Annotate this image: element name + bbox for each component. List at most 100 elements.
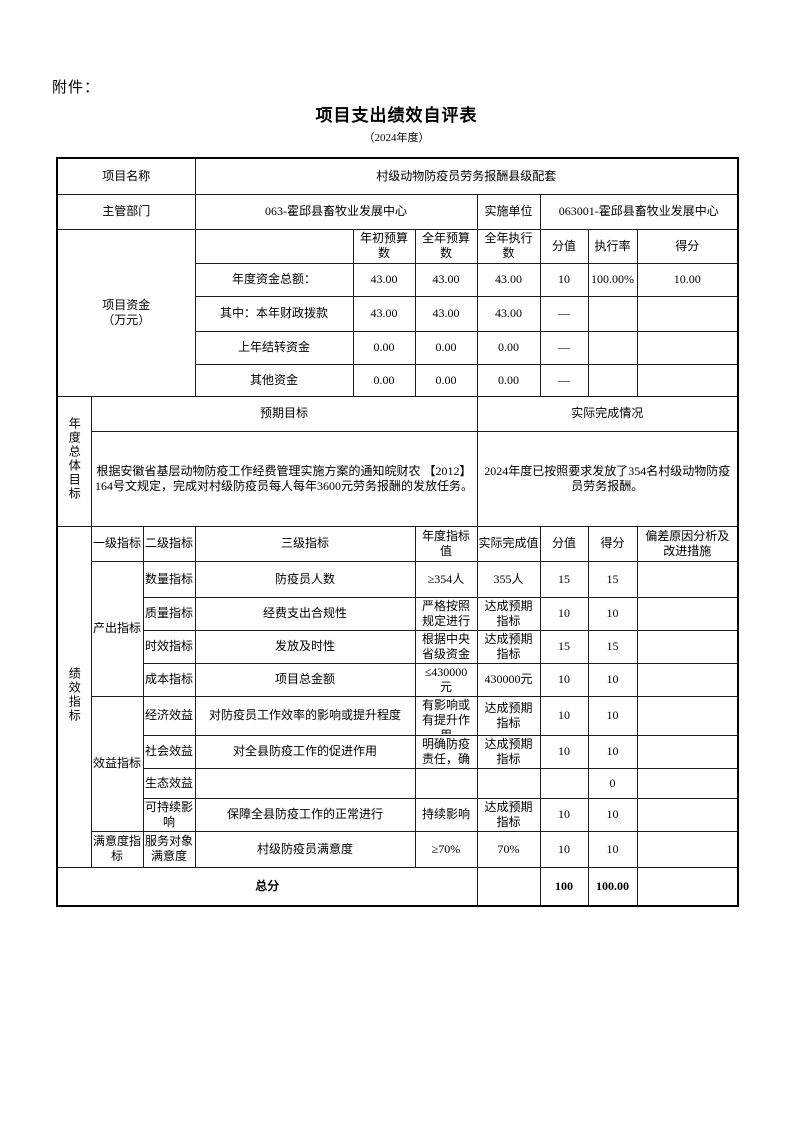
perf-deviation: [636, 662, 739, 697]
fund-initial-value: 0.00: [352, 330, 416, 365]
perf-actual: 达成预期 指标: [476, 797, 541, 832]
perf-col-target: 年度指标 值: [414, 525, 478, 562]
perf-level3: 经费支出合规性: [194, 596, 416, 631]
perf-col-actual: 实际完成值: [476, 525, 541, 562]
perf-score: 15: [587, 629, 638, 664]
unit-value: 063001-霍邱县畜牧业发展中心: [539, 193, 739, 230]
goals-expected-header: 预期目标: [90, 395, 478, 432]
perf-target: ≥70%: [414, 830, 478, 868]
perf-weight: 10: [539, 830, 589, 868]
perf-level3: 村级防疫员满意度: [194, 830, 416, 868]
total-score: 100.00: [587, 866, 638, 907]
fund-annual-value: 43.00: [414, 295, 478, 332]
perf-deviation: [636, 695, 739, 736]
goals-content-row: 根据安徽省基层动物防疫工作经费管理实施方案的通知皖财农 【2012】 164号文…: [57, 430, 739, 527]
fund-rate-value: 100.00%: [587, 262, 638, 297]
page-title: 项目支出绩效自评表: [315, 106, 478, 125]
fund-score-value: 10.00: [636, 262, 739, 297]
perf-score: 0: [587, 767, 638, 799]
perf-actual: 达成预期 指标: [476, 695, 541, 736]
fund-weight-value: 10: [539, 262, 589, 297]
perf-actual: 达成预期 指标: [476, 629, 541, 664]
perf-actual: 达成预期 指标: [476, 596, 541, 631]
perf-score: 15: [587, 560, 638, 598]
perf-col-deviation: 偏差原因分析及 改进措施: [636, 525, 739, 562]
perf-row-cost: 成本指标 项目总金额 ≤430000 元 430000元 10 10: [57, 662, 739, 697]
funds-section-label: 项目资金 （万元）: [56, 228, 196, 397]
perf-level3: [194, 767, 416, 799]
perf-score: 10: [587, 734, 638, 769]
perf-level2: 生态效益: [142, 767, 196, 799]
perf-target: 严格按照 规定进行: [414, 596, 478, 631]
goals-actual-text: 2024年度已按照要求发放了354名村级动物防疫 员劳务报酬。: [476, 430, 739, 527]
perf-row-quality: 质量指标 经费支出合规性 严格按照 规定进行 达成预期 指标 10 10: [57, 596, 739, 631]
fund-annual-value: 0.00: [414, 363, 478, 397]
perf-row-satisfaction: 满意度指 标 服务对象 满意度 村级防疫员满意度 ≥70% 70% 10 10: [57, 830, 739, 868]
perf-weight: [539, 767, 589, 799]
perf-level2: 服务对象 满意度: [142, 830, 196, 868]
fund-annual-value: 0.00: [414, 330, 478, 365]
funds-empty-header: [194, 228, 354, 264]
perf-score: 10: [587, 695, 638, 736]
funds-row-carryover: 上年结转资金 0.00 0.00 0.00 —: [57, 330, 739, 365]
goals-section-label-text: 年度总体目标: [67, 417, 82, 501]
fund-initial-value: 43.00: [352, 295, 416, 332]
perf-actual: 355人: [476, 560, 541, 598]
attachment-label: 附件：: [52, 80, 101, 96]
perf-level2: 数量指标: [142, 560, 196, 598]
perf-col-level1: 一级指标: [90, 525, 144, 562]
perf-level3: 对防疫员工作效率的影响或提升程度: [194, 695, 416, 736]
perf-row-sustain: 可持续影 响 保障全县防疫工作的正常进行 持续影响 达成预期 指标 10 10: [57, 797, 739, 832]
perf-row-economic: 效益指标 经济效益 对防疫员工作效率的影响或提升程度 有影响或 有提升作 用 达…: [57, 695, 739, 832]
goals-section-label: 年度总体目标: [56, 395, 92, 527]
perf-deviation: [636, 734, 739, 769]
perf-group-benefit: 效益指标: [90, 695, 144, 832]
perf-target: ≥354人: [414, 560, 478, 598]
perf-deviation: [636, 596, 739, 631]
goals-header-row: 年度总体目标 预期目标 实际完成情况: [56, 395, 739, 527]
perf-row-quantity: 产出指标 数量指标 防疫员人数 ≥354人 355人 15 15: [57, 560, 739, 697]
funds-row-other: 其他资金 0.00 0.00 0.00 —: [57, 363, 739, 397]
fund-weight-value: —: [539, 363, 589, 397]
perf-level2: 社会效益: [142, 734, 196, 769]
evaluation-table: 项目名称 村级动物防疫员劳务报酬县级配套 主管部门 063-霍邱县畜牧业发展中心…: [56, 157, 740, 907]
perf-deviation: [636, 830, 739, 868]
perf-group-satisfaction: 满意度指 标: [90, 830, 144, 868]
fund-executed-value: 43.00: [476, 295, 541, 332]
perf-col-weight: 分值: [539, 525, 589, 562]
perf-level3: 对全县防疫工作的促进作用: [194, 734, 416, 769]
perf-weight: 15: [539, 560, 589, 598]
funds-col-annual: 全年预算 数: [414, 228, 478, 264]
funds-row-total: 年度资金总额： 43.00 43.00 43.00 10 100.00% 10.…: [57, 262, 739, 297]
goals-actual-header: 实际完成情况: [476, 395, 739, 432]
perf-level3: 发放及时性: [194, 629, 416, 664]
perf-level3: 项目总金额: [194, 662, 416, 697]
fund-rate-value: [587, 363, 638, 397]
funds-col-initial: 年初预算 数: [352, 228, 416, 264]
funds-row-fiscal: 其中：本年财政拨款 43.00 43.00 43.00 —: [57, 295, 739, 332]
perf-target-text: 有影响或 有提升作 用: [421, 697, 470, 734]
perf-weight: 10: [539, 797, 589, 832]
funds-col-score: 得分: [636, 228, 739, 264]
goals-expected-text: 根据安徽省基层动物防疫工作经费管理实施方案的通知皖财农 【2012】 164号文…: [90, 430, 478, 527]
project-name-value: 村级动物防疫员劳务报酬县级配套: [194, 157, 739, 195]
fund-rate-value: [587, 295, 638, 332]
perf-section-label: 绩效指标: [56, 525, 92, 868]
perf-actual: [476, 767, 541, 799]
perf-score: 10: [587, 830, 638, 868]
fund-row-label: 上年结转资金: [194, 330, 354, 365]
perf-weight: 10: [539, 695, 589, 736]
fund-score-value: [636, 330, 739, 365]
perf-target: 根据中央 省级资金: [414, 629, 478, 664]
perf-target: 有影响或 有提升作 用: [414, 695, 478, 736]
perf-deviation: [636, 797, 739, 832]
perf-score: 10: [587, 797, 638, 832]
funds-col-executed: 全年执行 数: [476, 228, 541, 264]
total-label: 总分: [56, 866, 478, 907]
perf-level2: 质量指标: [142, 596, 196, 631]
funds-header-row: 项目资金 （万元） 年初预算 数 全年预算 数 全年执行 数 分值 执行率 得分: [56, 228, 739, 397]
perf-row-timeliness: 时效指标 发放及时性 根据中央 省级资金 达成预期 指标 15 15: [57, 629, 739, 664]
perf-score: 10: [587, 596, 638, 631]
unit-label: 实施单位: [476, 193, 541, 230]
